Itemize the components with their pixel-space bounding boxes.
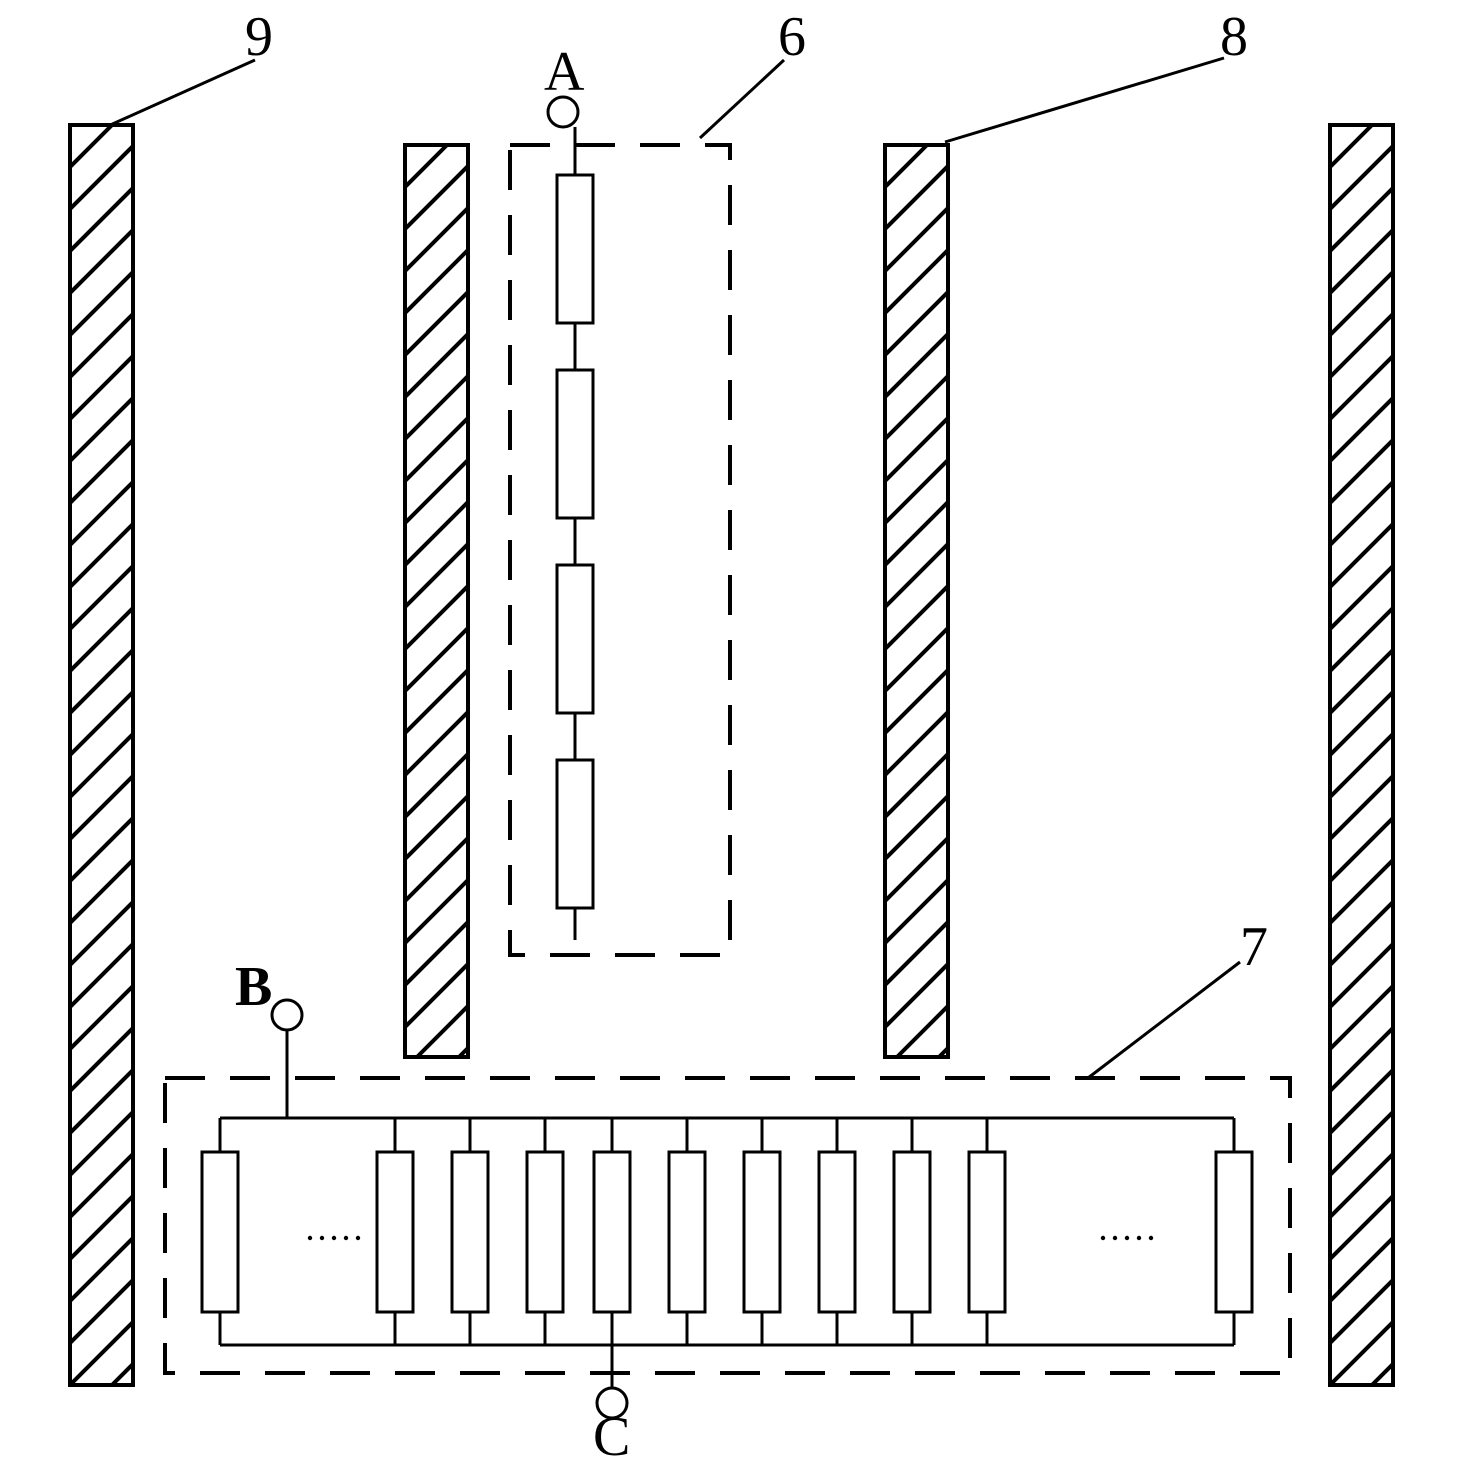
dashed-box-7 xyxy=(165,1078,1290,1373)
ellipsis-right xyxy=(1101,1236,1153,1240)
parallel-resistor-5 xyxy=(594,1152,630,1312)
label-num8: 8 xyxy=(1220,6,1248,68)
parallel-resistor-6 xyxy=(669,1152,705,1312)
inner-wall-left xyxy=(0,145,1371,1057)
label-num9: 9 xyxy=(245,6,273,68)
series-resistor-2 xyxy=(557,370,593,518)
label-num7: 7 xyxy=(1240,916,1268,978)
dashed-box-6 xyxy=(510,145,730,955)
parallel-resistor-7 xyxy=(744,1152,780,1312)
series-resistor-chain xyxy=(557,175,593,940)
parallel-resistor-9 xyxy=(894,1152,930,1312)
parallel-resistor-11 xyxy=(1216,1152,1252,1312)
leader-line-l7 xyxy=(1088,962,1240,1078)
label-C: C xyxy=(593,1406,630,1464)
parallel-resistor-8 xyxy=(819,1152,855,1312)
parallel-resistor-2 xyxy=(377,1152,413,1312)
terminal-B xyxy=(272,1000,302,1030)
label-A: A xyxy=(544,41,585,103)
parallel-resistor-bank xyxy=(202,1118,1252,1345)
leader-line-l8 xyxy=(945,58,1224,142)
leader-line-l9 xyxy=(108,60,255,126)
outer-wall-right xyxy=(70,125,1465,1385)
parallel-resistor-10 xyxy=(969,1152,1005,1312)
ellipsis-left xyxy=(308,1236,360,1240)
series-resistor-1 xyxy=(557,175,593,323)
leader-line-l6 xyxy=(700,60,784,138)
parallel-resistor-4 xyxy=(527,1152,563,1312)
series-resistor-3 xyxy=(557,565,593,713)
outer-wall-left xyxy=(0,125,1372,1385)
parallel-resistor-3 xyxy=(452,1152,488,1312)
series-resistor-4 xyxy=(557,760,593,908)
label-B: B xyxy=(235,956,272,1018)
label-num6: 6 xyxy=(778,6,806,68)
parallel-resistor-1 xyxy=(202,1152,238,1312)
